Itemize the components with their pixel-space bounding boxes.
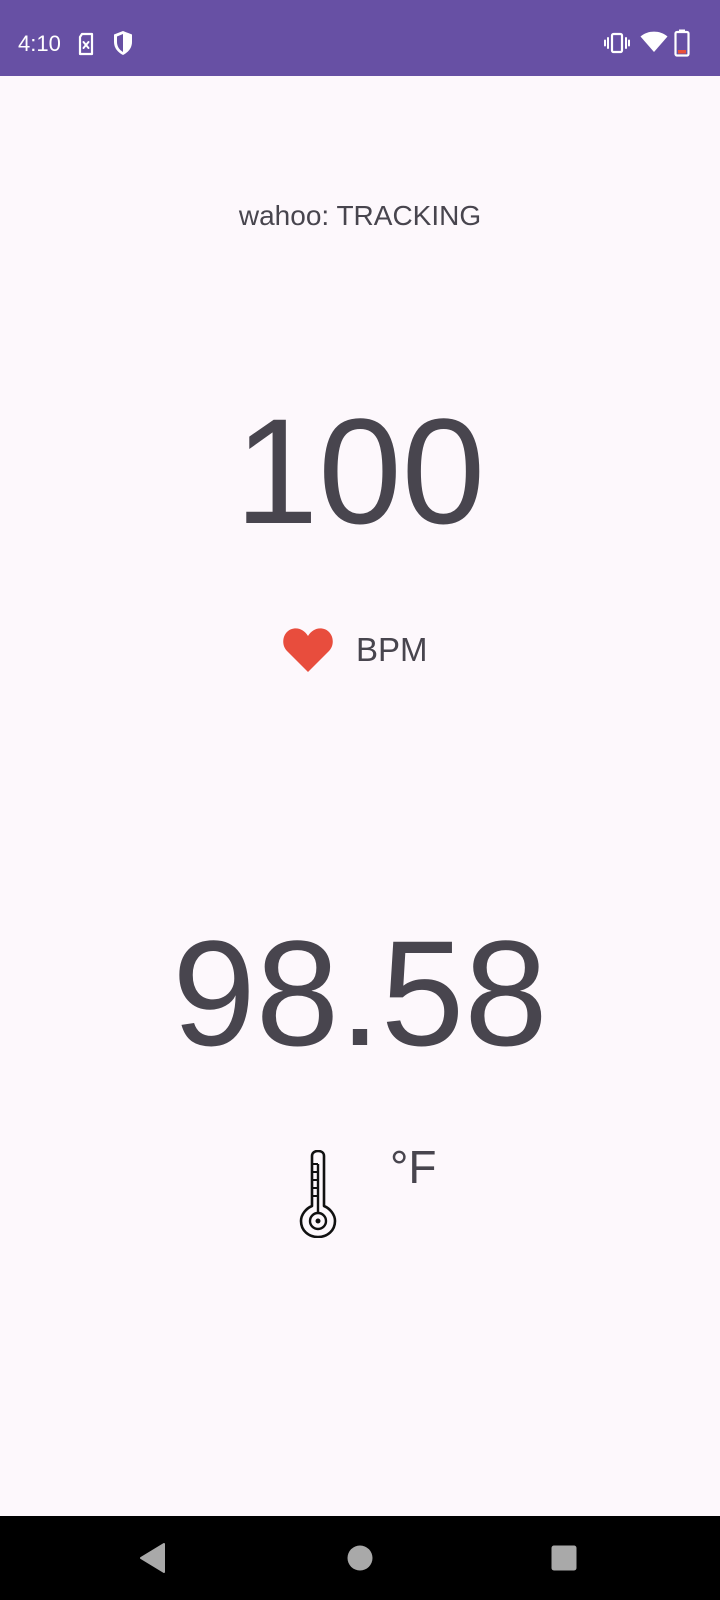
temperature-value: 98.58 (172, 909, 548, 1077)
navigation-bar (0, 1516, 720, 1600)
home-button[interactable] (347, 1545, 373, 1571)
wifi-icon (640, 31, 668, 52)
status-bar: 4:10 (0, 0, 720, 76)
device-status-text: wahoo: TRACKING (238, 200, 482, 231)
shield-icon (114, 31, 132, 55)
back-button[interactable] (138, 1542, 168, 1574)
thermometer-icon (299, 1150, 337, 1238)
heart-rate-value: 100 (234, 387, 486, 555)
temperature-unit: °F (390, 1141, 437, 1193)
recents-button[interactable] (551, 1545, 577, 1571)
sim-card-icon (78, 32, 94, 56)
heart-icon (283, 628, 333, 672)
status-time: 4:10 (18, 31, 61, 56)
battery-icon (674, 29, 690, 57)
vibrate-icon (604, 32, 630, 54)
heart-rate-unit: BPM (356, 631, 428, 668)
